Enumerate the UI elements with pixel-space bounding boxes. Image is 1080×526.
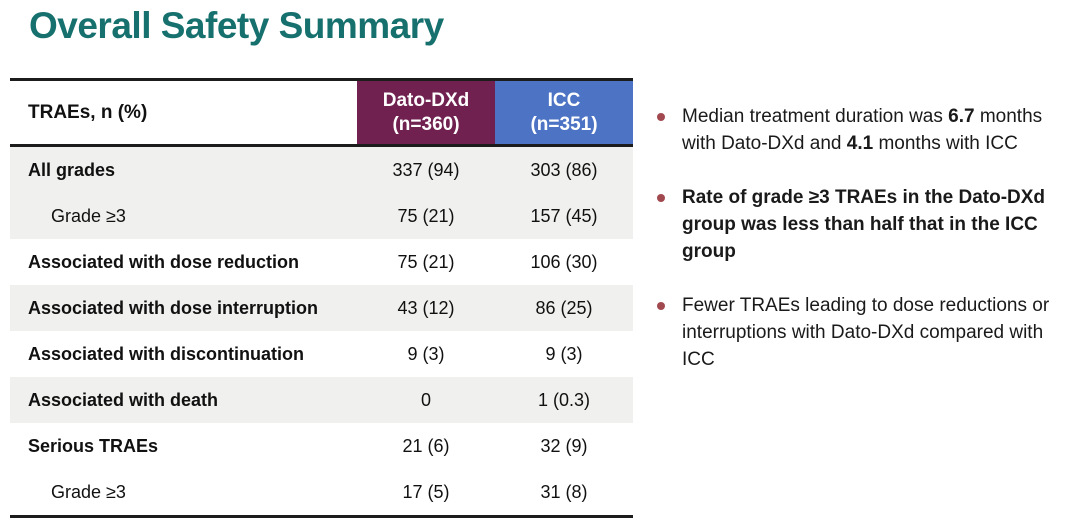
text-segment-bold: 6.7 xyxy=(948,106,975,127)
row-label: All grades xyxy=(28,159,116,180)
text-segment: months with Dato-DXd and xyxy=(682,106,1043,154)
text-segment-bold: Rate of grade ≥3 TRAEs in the Dato-DXd g… xyxy=(682,187,1046,262)
table-header-row: TRAEs, n (%) Dato-DXd (n=360) ICC (n=351… xyxy=(10,81,633,147)
bullet-grade3-rate: Rate of grade ≥3 TRAEs in the Dato-DXd g… xyxy=(657,184,1075,265)
icc-value: 9 (3) xyxy=(545,343,583,364)
table-row-dose-reduction: Associated with dose reduction 75 (21) 1… xyxy=(10,239,633,285)
dato-value: 75 (21) xyxy=(397,251,455,272)
table-row-serious-traes: Serious TRAEs 21 (6) 32 (9) xyxy=(10,423,633,469)
dato-dxd-arm-name: Dato-DXd xyxy=(382,89,470,111)
dato-value: 0 xyxy=(420,389,431,410)
dato-value: 75 (21) xyxy=(397,205,455,226)
table-row-death: Associated with death 0 1 (0.3) xyxy=(10,377,633,423)
safety-summary-table: TRAEs, n (%) Dato-DXd (n=360) ICC (n=351… xyxy=(10,78,633,518)
bullet-text: Fewer TRAEs leading to dose reductions o… xyxy=(682,292,1075,373)
icc-value: 157 (45) xyxy=(530,205,598,226)
table-row-all-grades: All grades 337 (94) 303 (86) xyxy=(10,147,633,193)
text-segment-bold: 4.1 xyxy=(846,133,874,154)
key-points-list: Median treatment duration was 6.7 months… xyxy=(657,103,1075,400)
table-row-dose-interruption: Associated with dose interruption 43 (12… xyxy=(10,285,633,331)
bullet-treatment-duration: Median treatment duration was 6.7 months… xyxy=(657,103,1075,157)
bullet-text: Rate of grade ≥3 TRAEs in the Dato-DXd g… xyxy=(682,184,1075,265)
icc-value: 106 (30) xyxy=(530,251,598,272)
icc-value: 32 (9) xyxy=(540,435,588,456)
icc-arm-n: (n=351) xyxy=(530,113,598,135)
table-header-dato-dxd: Dato-DXd (n=360) xyxy=(357,81,495,144)
icc-value: 303 (86) xyxy=(530,159,598,180)
table-header-label: TRAEs, n (%) xyxy=(10,81,357,144)
row-label: Associated with death xyxy=(28,389,219,410)
icc-arm-name: ICC xyxy=(547,89,581,111)
icc-value: 31 (8) xyxy=(540,481,588,502)
bullet-text: Median treatment duration was 6.7 months… xyxy=(682,103,1075,157)
dato-value: 21 (6) xyxy=(402,435,450,456)
dato-dxd-arm-n: (n=360) xyxy=(392,113,460,135)
text-segment: Fewer TRAEs leading to dose reductions o… xyxy=(682,295,1050,370)
icc-value: 86 (25) xyxy=(535,297,593,318)
text-segment: months with ICC xyxy=(873,133,1018,154)
table-row-discontinuation: Associated with discontinuation 9 (3) 9 … xyxy=(10,331,633,377)
row-label: Grade ≥3 xyxy=(51,481,126,502)
dato-value: 337 (94) xyxy=(392,159,460,180)
bullet-fewer-traes: Fewer TRAEs leading to dose reductions o… xyxy=(657,292,1075,373)
row-label: Associated with dose interruption xyxy=(28,297,319,318)
page-title: Overall Safety Summary xyxy=(29,5,444,46)
bullet-dot-icon xyxy=(657,302,665,310)
row-label: Grade ≥3 xyxy=(51,205,126,226)
icc-value: 1 (0.3) xyxy=(537,389,591,410)
dato-value: 43 (12) xyxy=(397,297,455,318)
bullet-dot-icon xyxy=(657,194,665,202)
row-label: Serious TRAEs xyxy=(28,435,159,456)
row-label: Associated with discontinuation xyxy=(28,343,305,364)
dato-value: 9 (3) xyxy=(407,343,445,364)
table-row-serious-grade3: Grade ≥3 17 (5) 31 (8) xyxy=(10,469,633,515)
text-segment: Median treatment duration was xyxy=(682,106,949,127)
dato-value: 17 (5) xyxy=(402,481,450,502)
table-row-all-grades-grade3: Grade ≥3 75 (21) 157 (45) xyxy=(10,193,633,239)
table-header-icc: ICC (n=351) xyxy=(495,81,633,144)
row-label: Associated with dose reduction xyxy=(28,251,300,272)
bullet-dot-icon xyxy=(657,113,665,121)
